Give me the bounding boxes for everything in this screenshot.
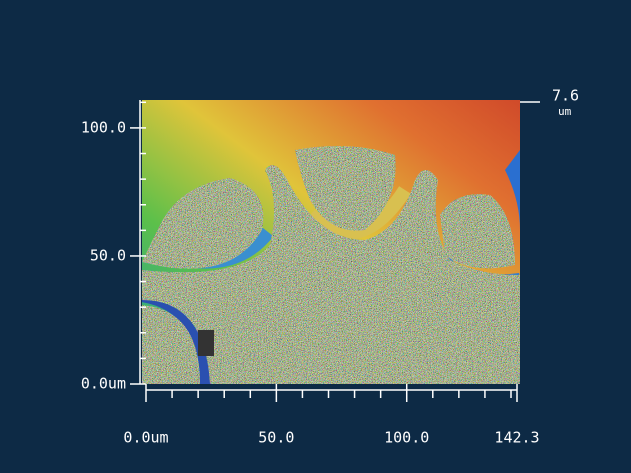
x-tick-label: 142.3 (494, 429, 539, 447)
height-image (142, 100, 520, 384)
y-tick-label: 0.0um (81, 375, 126, 393)
x-tick-label: 0.0um (123, 429, 168, 447)
x-tick-label: 100.0 (384, 429, 429, 447)
x-tick-label: 50.0 (258, 429, 294, 447)
colorbar-max: 7.6 (552, 87, 579, 105)
colorbar-unit: um (558, 105, 572, 118)
y-tick-label: 50.0 (90, 246, 126, 264)
y-tick-label: 100.0 (81, 118, 126, 136)
chart: 7.6 um 0.0um 50.0 100.0 142.3 0.0um 50.0 100.0 (0, 0, 631, 473)
